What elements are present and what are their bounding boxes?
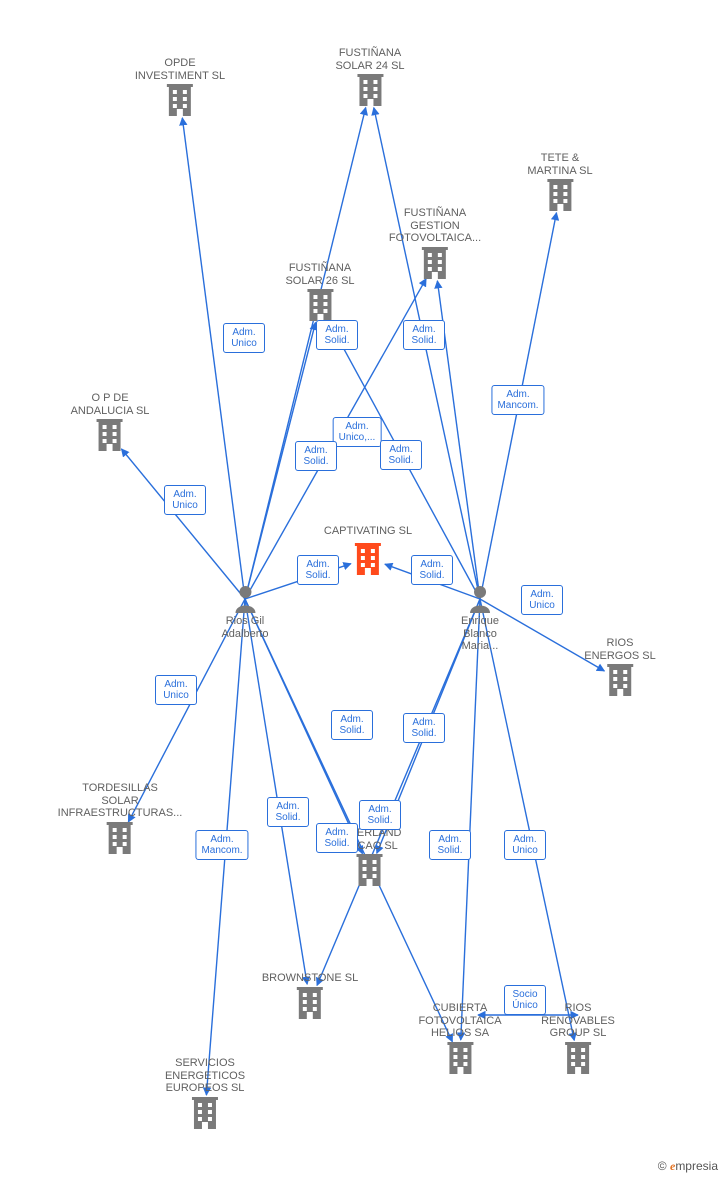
edge-label: Adm.Solid.	[403, 713, 445, 743]
node-label: SERVICIOS ENERGETICOS EUROPEOS SL	[165, 1057, 245, 1095]
node-opde_and[interactable]: O P DE ANDALUCIA SL	[71, 390, 150, 451]
building-icon	[584, 662, 656, 696]
person-icon	[461, 585, 499, 613]
node-label: BROWNSTONE SL	[262, 972, 358, 985]
node-label: TETE & MARTINA SL	[527, 152, 592, 177]
node-cubierta[interactable]: CUBIERTA FOTOVOLTAICA HELIOS SA	[418, 1000, 501, 1074]
node-fust24[interactable]: FUSTIÑANA SOLAR 24 SL	[335, 45, 404, 106]
attribution: © empresia	[658, 1159, 718, 1174]
node-rios[interactable]: Rios Gil Adalberto	[221, 585, 268, 640]
building-icon	[527, 177, 592, 211]
node-label: TORDESILLAS SOLAR INFRAESTRUCTURAS...	[58, 782, 183, 820]
node-label: FUSTIÑANA SOLAR 24 SL	[335, 47, 404, 72]
node-label: RIOS ENERGOS SL	[584, 637, 656, 662]
node-fust26[interactable]: FUSTIÑANA SOLAR 26 SL	[285, 260, 354, 321]
building-icon	[285, 287, 354, 321]
building-icon	[339, 852, 402, 886]
edge-label: SocioÚnico	[504, 985, 546, 1015]
building-icon	[135, 82, 225, 116]
edge-label: Adm.Solid.	[403, 320, 445, 350]
node-label: Enrique Blanco Maria...	[461, 615, 499, 653]
edge	[317, 599, 480, 985]
building-icon	[541, 1040, 615, 1074]
person-icon	[221, 585, 268, 613]
edge	[245, 599, 307, 984]
building-icon	[262, 985, 358, 1019]
building-icon	[165, 1095, 245, 1129]
copyright-symbol: ©	[658, 1159, 667, 1173]
node-rios_en[interactable]: RIOS ENERGOS SL	[584, 635, 656, 696]
node-serv[interactable]: SERVICIOS ENERGETICOS EUROPEOS SL	[165, 1055, 245, 1129]
building-icon	[389, 245, 481, 279]
node-label: OPDE INVESTIMENT SL	[135, 57, 225, 82]
node-torde[interactable]: TORDESILLAS SOLAR INFRAESTRUCTURAS...	[58, 780, 183, 854]
edge-label: Adm.Mancom.	[491, 385, 544, 415]
node-label: CUBIERTA FOTOVOLTAICA HELIOS SA	[418, 1002, 501, 1040]
brand-text: mpresia	[675, 1159, 718, 1173]
edge-label: Adm.Solid.	[295, 441, 337, 471]
edge-label: Adm.Solid.	[267, 797, 309, 827]
node-label: FUSTIÑANA GESTION FOTOVOLTAICA...	[389, 207, 481, 245]
edge-label: Adm.Solid.	[380, 440, 422, 470]
node-label: O P DE ANDALUCIA SL	[71, 392, 150, 417]
edge	[461, 599, 480, 1040]
edge-label: Adm.Unico	[155, 675, 197, 705]
edge-label: Adm.Solid.	[297, 555, 339, 585]
edge-label: Adm.Unico,...	[333, 417, 382, 447]
edge-label: Adm.Solid.	[316, 320, 358, 350]
node-enrique[interactable]: Enrique Blanco Maria...	[461, 585, 499, 653]
edge-label: Adm.Mancom.	[195, 830, 248, 860]
edge-label: Adm.Unico	[504, 830, 546, 860]
edge	[182, 118, 245, 599]
building-icon	[58, 820, 183, 854]
edge-label: Adm.Solid.	[331, 710, 373, 740]
node-fust_fot[interactable]: FUSTIÑANA GESTION FOTOVOLTAICA...	[389, 205, 481, 279]
building-icon	[335, 72, 404, 106]
edge-label: Adm.Solid.	[411, 555, 453, 585]
edge-label: Adm.Unico	[164, 485, 206, 515]
network-diagram: OPDE INVESTIMENT SL FUSTIÑANA SOLAR 24 S…	[0, 0, 728, 1180]
node-label: CAPTIVATING SL	[324, 525, 412, 537]
building-icon	[418, 1040, 501, 1074]
node-opde_inv[interactable]: OPDE INVESTIMENT SL	[135, 55, 225, 116]
node-rios_ren[interactable]: RIOS RENOVABLES GROUP SL	[541, 1000, 615, 1074]
node-label: FUSTIÑANA SOLAR 26 SL	[285, 262, 354, 287]
node-label: Rios Gil Adalberto	[221, 615, 268, 640]
edge-layer	[0, 0, 728, 1180]
edge-label: Adm.Solid.	[316, 823, 358, 853]
edge-label: Adm.Solid.	[359, 800, 401, 830]
node-tete[interactable]: TETE & MARTINA SL	[527, 150, 592, 211]
edge-label: Adm.Unico	[223, 323, 265, 353]
node-brown[interactable]: BROWNSTONE SL	[262, 970, 358, 1019]
edge-label: Adm.Solid.	[429, 830, 471, 860]
node-label: RIOS RENOVABLES GROUP SL	[541, 1002, 615, 1040]
edge-label: Adm.Unico	[521, 585, 563, 615]
edge	[480, 599, 574, 1040]
edge	[121, 449, 245, 599]
building-icon	[71, 417, 150, 451]
